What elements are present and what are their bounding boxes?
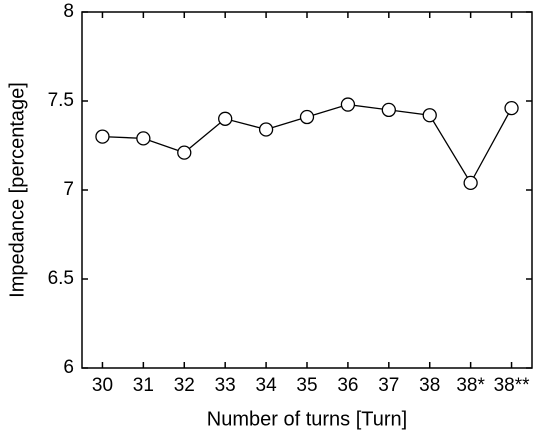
data-point — [177, 145, 192, 160]
plot-frame — [81, 11, 533, 369]
y-tick-label: 7 — [63, 179, 74, 200]
x-tick-label: 32 — [174, 375, 195, 396]
data-point — [218, 111, 233, 126]
data-point — [95, 129, 110, 144]
data-point — [340, 97, 356, 112]
x-tick-label: 38** — [494, 375, 531, 396]
y-tick-label: 6 — [63, 357, 74, 378]
y-tick-label: 6.5 — [48, 268, 74, 289]
y-axis-title: Impedance [percentage] — [6, 82, 28, 298]
x-tick-label: 37 — [378, 375, 399, 396]
x-tick-label: 30 — [92, 375, 113, 396]
y-tick-label: 8 — [63, 1, 74, 22]
data-point — [504, 100, 519, 116]
x-tick-label: 35 — [296, 375, 317, 396]
x-tick-label: 38* — [456, 375, 485, 396]
data-point — [299, 109, 315, 125]
data-point — [136, 131, 151, 146]
x-tick-label: 33 — [215, 375, 236, 396]
x-tick-label: 38 — [419, 375, 440, 396]
data-point — [463, 175, 478, 191]
x-tick-label: 31 — [133, 375, 154, 396]
x-axis-title: Number of turns [Turn] — [207, 408, 407, 430]
x-tick-label: 36 — [337, 375, 358, 396]
data-point — [381, 102, 396, 118]
x-tick-label: 34 — [256, 375, 278, 396]
data-point — [422, 108, 437, 123]
data-point — [258, 122, 274, 137]
y-tick-label: 7.5 — [48, 90, 74, 111]
